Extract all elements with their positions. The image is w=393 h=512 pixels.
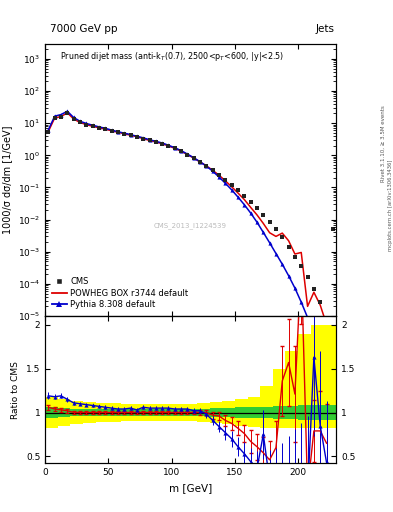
Point [165,142,172,150]
Text: CMS_2013_I1224539: CMS_2013_I1224539 [154,223,227,229]
Text: Rivet 3.1.10, ≥ 3.5M events: Rivet 3.1.10, ≥ 3.5M events [381,105,386,182]
Point [64,109,70,117]
Point [127,131,134,139]
Text: 7000 GeV pp: 7000 GeV pp [50,24,118,34]
Point [235,186,241,195]
Point [229,181,235,189]
Point [121,130,127,138]
Point [209,166,216,174]
Point [248,198,254,206]
Point [203,162,209,170]
Point [159,140,165,148]
Point [273,225,279,233]
Point [70,115,77,123]
Y-axis label: Ratio to CMS: Ratio to CMS [11,361,20,419]
Point [311,285,317,293]
Point [45,128,51,136]
Point [254,204,260,212]
Point [191,154,197,162]
Point [178,147,184,155]
Point [146,136,152,144]
Point [279,233,285,242]
Point [172,144,178,153]
Point [140,135,146,143]
Point [115,128,121,136]
Point [96,123,102,132]
Point [134,133,140,141]
Point [90,122,96,131]
Point [153,138,159,146]
X-axis label: m [GeV]: m [GeV] [169,483,212,493]
Point [305,273,311,282]
Point [184,151,191,159]
Point [292,252,298,261]
Y-axis label: 1000/σ dσ/dm [1/GeV]: 1000/σ dσ/dm [1/GeV] [2,125,12,234]
Point [108,126,115,135]
Point [222,176,228,184]
Point [241,191,248,200]
Point [197,158,203,166]
Point [285,243,292,251]
Point [51,114,58,122]
Point [77,118,83,126]
Point [58,113,64,121]
Point [216,170,222,179]
Text: Jets: Jets [316,24,335,34]
Point [317,297,323,306]
Point [330,225,336,233]
Text: Pruned dijet mass (anti-k$_T$(0.7), 2500<p$_T$<600, |y|<2.5): Pruned dijet mass (anti-k$_T$(0.7), 2500… [60,50,284,63]
Point [83,120,90,129]
Text: mcplots.cern.ch [arXiv:1306.3436]: mcplots.cern.ch [arXiv:1306.3436] [388,159,393,250]
Point [323,314,330,323]
Point [298,262,305,270]
Point [266,218,273,226]
Legend: CMS, POWHEG BOX r3744 default, Pythia 8.308 default: CMS, POWHEG BOX r3744 default, Pythia 8.… [50,275,191,312]
Point [102,125,108,133]
Point [260,211,266,219]
